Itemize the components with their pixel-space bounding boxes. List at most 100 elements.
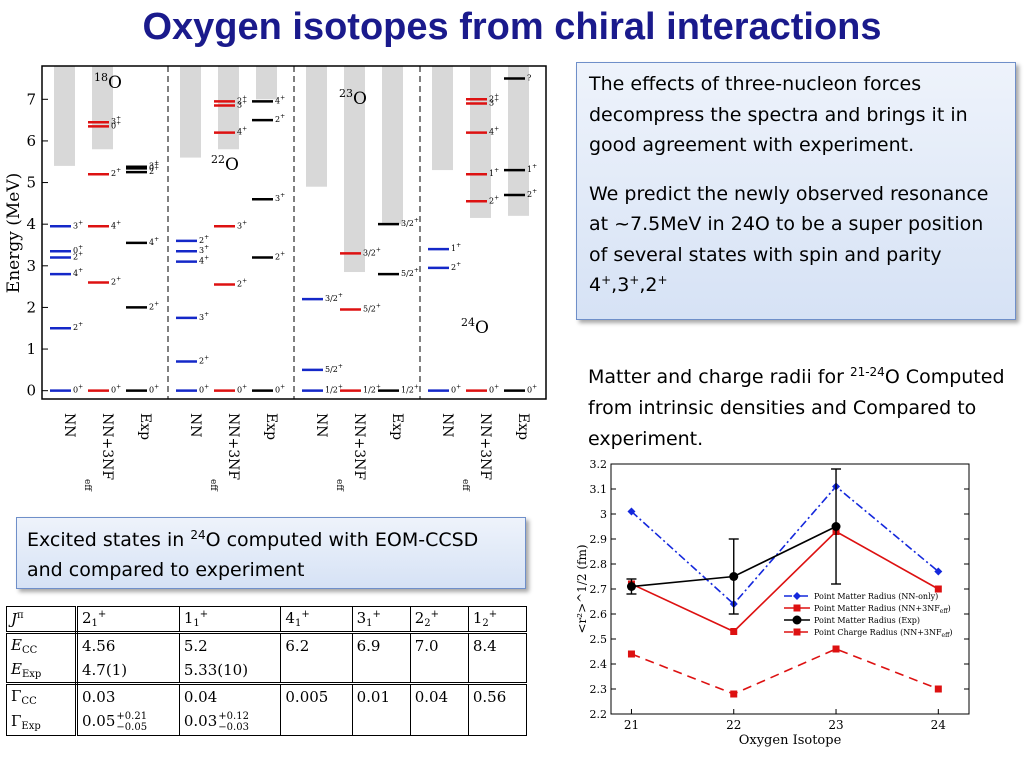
table-header-row: Jπ 21+ 11+ 41+ 31+ 22+ 12+ bbox=[6, 606, 528, 634]
level-label: 0+ bbox=[199, 384, 209, 395]
level-label: 3+ bbox=[237, 219, 247, 230]
level-label: 2+ bbox=[149, 300, 159, 311]
level-label: 2+ bbox=[237, 278, 247, 289]
level-label: 0+ bbox=[527, 384, 537, 395]
column-label: NN+3NF bbox=[477, 413, 493, 480]
radii-x-tick-label: 22 bbox=[726, 718, 741, 732]
table-cell bbox=[467, 658, 528, 685]
level-label: 3+ bbox=[199, 311, 209, 322]
table-cell bbox=[351, 709, 411, 736]
level-label: 3+ bbox=[149, 160, 159, 171]
radii-y-tick-label: 2.6 bbox=[590, 608, 608, 621]
level-label: 3+ bbox=[199, 244, 209, 255]
radii-y-tick-label: 2.8 bbox=[590, 558, 608, 571]
radii-chart: 2.2 2.3 2.4 2.5 2.6 2.7 2.8 2.9 3 3.1 3.2 21 22 23 24 O… bbox=[575, 458, 970, 748]
info-paragraph-2-text-c: ,2 bbox=[639, 274, 658, 296]
info-box-three-nucleon: The effects of three-nucleon forces deco… bbox=[576, 62, 1016, 320]
column-label: NN+3NF bbox=[351, 413, 367, 480]
level-label: 3/2+ bbox=[401, 217, 419, 228]
radii-plot-frame bbox=[610, 463, 970, 715]
level-label: 4+ bbox=[275, 94, 285, 105]
radii-x-axis-label: Oxygen Isotope bbox=[739, 733, 842, 748]
level-label: 0+ bbox=[73, 244, 83, 255]
level-label: 2+ bbox=[275, 250, 285, 261]
table-cell bbox=[280, 658, 353, 685]
table-cell: 5.2 bbox=[178, 632, 282, 658]
level-label: 0+ bbox=[451, 384, 461, 395]
table-cell: 8.4 bbox=[467, 632, 528, 658]
parity-sup: + bbox=[657, 273, 668, 287]
level-label: 3+ bbox=[111, 115, 121, 126]
table-cell: 0.01 bbox=[351, 683, 411, 709]
table-row-ecc: ECC 4.56 5.2 6.2 6.9 7.0 8.4 bbox=[6, 632, 528, 658]
column-label-sub: eff bbox=[460, 479, 470, 491]
level-label: 4+ bbox=[237, 126, 247, 137]
table-cell: 11+ bbox=[178, 606, 282, 634]
y-tick-label: 2 bbox=[26, 298, 36, 316]
table-cell: 12+ bbox=[467, 606, 528, 634]
column-label: NN bbox=[439, 413, 455, 438]
level-band bbox=[306, 66, 327, 187]
isotope-label: 23O bbox=[339, 87, 367, 109]
slide-title: Oxygen isotopes from chiral interactions bbox=[142, 6, 882, 48]
radii-y-tick-label: 3 bbox=[600, 508, 607, 521]
level-band bbox=[470, 66, 491, 218]
radii-y-tick-label: 2.5 bbox=[590, 633, 608, 646]
table-row-eexp: EExp 4.7(1) 5.33(10) bbox=[6, 658, 528, 685]
y-tick-label: 3 bbox=[26, 257, 36, 275]
data-point bbox=[730, 628, 738, 635]
info-box-excited-states: Excited states in 24O computed with EOM-… bbox=[16, 517, 526, 589]
series-line bbox=[631, 530, 939, 633]
radii-y-tick-label: 3.1 bbox=[590, 483, 608, 496]
level-label: 0+ bbox=[149, 161, 159, 172]
table-cell: 0.03+0.12 −0.03 bbox=[178, 709, 282, 736]
level-label: 3+ bbox=[237, 99, 247, 110]
data-point bbox=[627, 507, 636, 516]
column-label: NN bbox=[187, 413, 203, 438]
level-label: 0+ bbox=[111, 384, 121, 395]
legend-entry: Point Matter Radius (Exp) bbox=[814, 616, 920, 625]
level-label: 0+ bbox=[275, 384, 285, 395]
level-label: 0+ bbox=[149, 384, 159, 395]
level-label: 2+ bbox=[489, 92, 499, 103]
isotope-label: 22O bbox=[211, 153, 239, 175]
table-cell bbox=[409, 709, 469, 736]
level-label: 2+ bbox=[73, 250, 83, 261]
legend-marker bbox=[792, 615, 802, 625]
table-cell: 0.005 bbox=[280, 683, 353, 709]
y-tick-label: 7 bbox=[26, 90, 36, 108]
column-label: NN bbox=[61, 413, 77, 438]
box2-text: Excited states in bbox=[27, 529, 191, 551]
table-cell: 6.2 bbox=[280, 632, 353, 658]
column-label-sub: eff bbox=[334, 479, 344, 491]
parity-sup: + bbox=[629, 273, 640, 287]
level-label: 0+ bbox=[73, 384, 83, 395]
y-tick-label: 6 bbox=[26, 132, 36, 150]
level-label: 4+ bbox=[111, 219, 121, 230]
legend-entry: Point Charge Radius (NN+3NFeff) bbox=[814, 628, 952, 639]
radii-y-tick-label: 2.7 bbox=[590, 583, 608, 596]
table-cell: 0.03 bbox=[76, 683, 180, 709]
table-cell: 21+ bbox=[76, 606, 180, 634]
column-label: Exp bbox=[137, 413, 153, 440]
level-band bbox=[508, 66, 529, 216]
radii-caption-sup: 21-24 bbox=[849, 365, 885, 379]
level-label: 4+ bbox=[149, 236, 159, 247]
radii-y-tick-label: 2.2 bbox=[590, 708, 608, 721]
level-label: 2+ bbox=[111, 275, 121, 286]
level-label: 2+ bbox=[451, 261, 461, 272]
column-label: Exp bbox=[263, 413, 279, 440]
table-row-gcc: ΓCC 0.03 0.04 0.005 0.01 0.04 0.56 bbox=[6, 683, 528, 709]
radii-y-tick-label: 2.4 bbox=[590, 658, 608, 671]
level-label: 1/2+ bbox=[363, 384, 381, 395]
column-label: Exp bbox=[389, 413, 405, 440]
data-point bbox=[729, 572, 739, 581]
table-cell: 0.04 bbox=[409, 683, 469, 709]
level-label: 1+ bbox=[527, 163, 537, 174]
level-label: 3+ bbox=[489, 96, 499, 107]
y-tick-label: 5 bbox=[26, 174, 36, 192]
row-label: EExp bbox=[6, 658, 78, 685]
column-label: NN bbox=[313, 413, 329, 438]
y-tick-label: 1 bbox=[26, 340, 36, 358]
